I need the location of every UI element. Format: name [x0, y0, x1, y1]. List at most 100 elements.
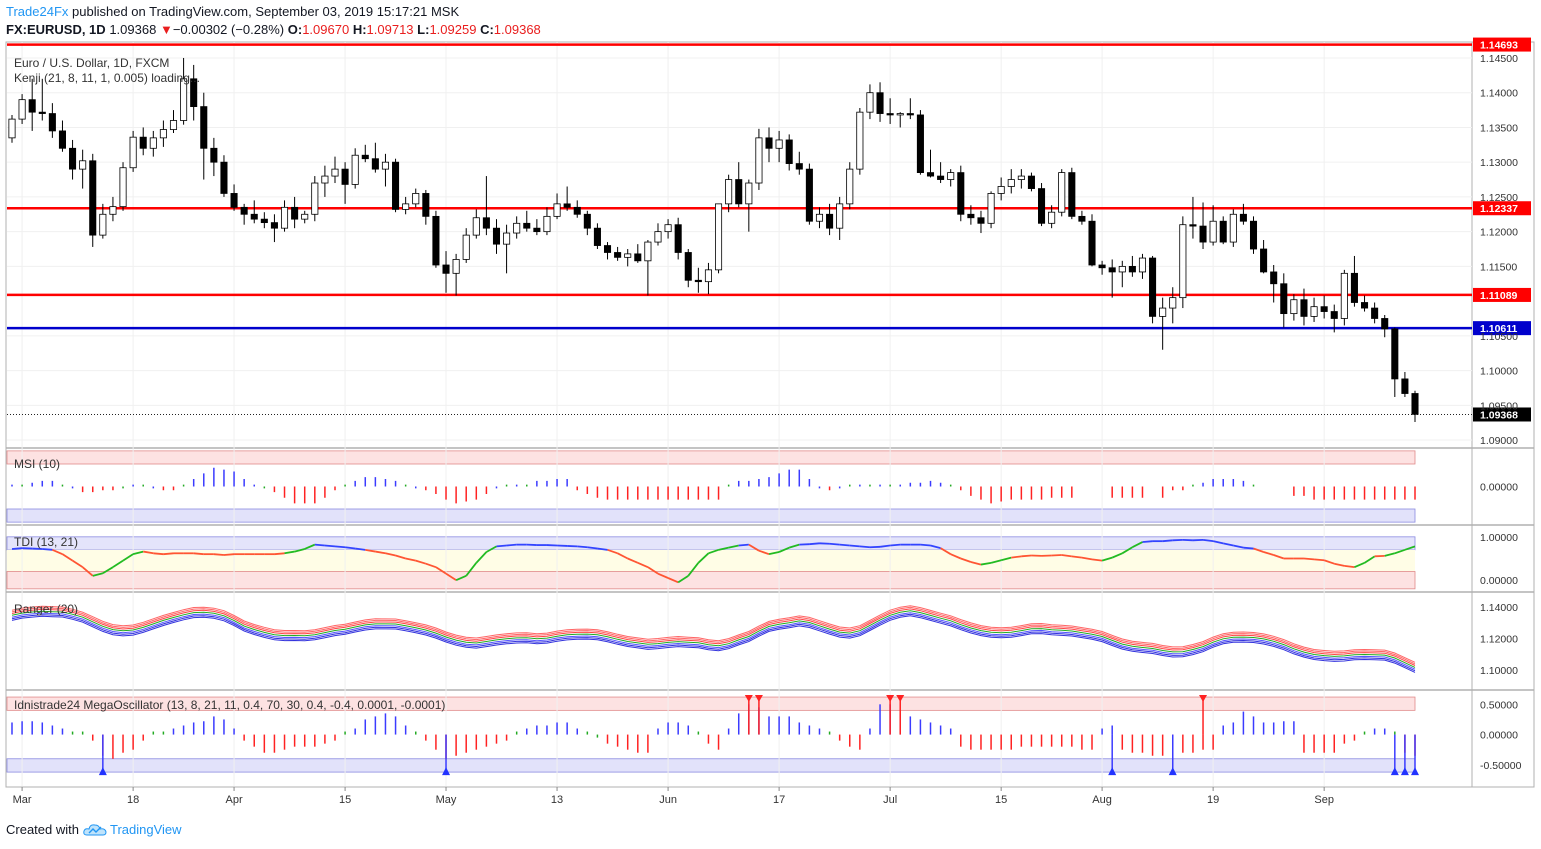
tdi-line-segment	[577, 545, 588, 549]
candle-body	[89, 160, 97, 236]
buy-signal-triangle-icon	[1390, 767, 1399, 776]
price-tick-label: 1.12500	[1480, 192, 1518, 204]
ranger-mid-line	[11, 610, 1416, 668]
candle-body	[200, 106, 208, 149]
tdi-line-segment	[385, 552, 396, 557]
candle-body	[109, 206, 117, 215]
published-text: published on TradingView.com, September …	[72, 4, 460, 19]
tdi-line-segment	[1303, 557, 1315, 561]
candle-body	[654, 231, 662, 243]
sell-signal-triangle-icon	[744, 695, 753, 703]
price-tick-label: 1.14500	[1480, 53, 1518, 65]
tdi-line-segment	[1263, 551, 1274, 556]
tdi-line-segment	[52, 549, 63, 555]
tdi-line-segment	[687, 562, 700, 577]
main-legend-title: Euro / U.S. Dollar, 1D, FXCM	[14, 56, 169, 70]
tdi-line-segment	[1121, 546, 1133, 555]
tdi-line-segment	[1233, 544, 1244, 549]
tdi-line-segment	[809, 542, 820, 546]
tdi-line-segment	[1404, 545, 1416, 551]
tdi-tick-label: 1.00000	[1480, 532, 1518, 544]
candle-body	[775, 139, 783, 149]
candle-body	[583, 213, 591, 229]
tdi-line-segment	[597, 547, 608, 551]
candle-body	[664, 224, 672, 233]
x-tick-label: Jul	[883, 794, 897, 806]
tdi-tick-label: 0.00000	[1480, 575, 1518, 587]
author-link[interactable]: Trade24Fx	[6, 4, 69, 19]
candle-body	[230, 193, 238, 208]
tdi-line-segment	[940, 547, 952, 555]
tdi-line-segment	[1091, 558, 1103, 562]
mega-oscillator-legend: Idnistrade24 MegaOscillator (13, 8, 21, …	[14, 698, 445, 712]
tdi-line-segment	[738, 543, 749, 547]
tdi-line-segment	[1212, 540, 1224, 545]
candle-body	[553, 203, 561, 217]
candle-body	[452, 259, 460, 274]
candle-body	[836, 203, 844, 229]
candle-body	[119, 167, 127, 208]
close-value: 1.09368	[493, 22, 541, 37]
candle-body	[765, 137, 773, 149]
high-value: 1.09713	[366, 22, 414, 37]
candle-body	[1350, 272, 1358, 303]
candle-body	[1189, 224, 1197, 227]
tdi-line-segment	[42, 548, 53, 551]
candle-body	[1149, 257, 1157, 317]
candle-body	[442, 264, 450, 274]
candle-body	[301, 213, 309, 220]
candle-body	[1128, 265, 1136, 273]
candle-body	[614, 252, 622, 258]
tdi-line-segment	[890, 543, 901, 547]
tradingview-link[interactable]: TradingView	[109, 822, 182, 837]
candle-body	[1118, 265, 1126, 273]
candle-body	[482, 217, 490, 229]
symbol-line: FX:EURUSD, 1D 1.09368 ▼−0.00302 (−0.28%)…	[6, 22, 1006, 38]
candle-body	[634, 253, 642, 262]
candle-body	[644, 241, 652, 262]
candle-body	[180, 78, 188, 121]
candle-body	[1219, 220, 1227, 243]
level-price-tag	[1473, 201, 1531, 216]
candle-body	[947, 172, 955, 180]
tdi-line-segment	[475, 551, 488, 564]
candle-body	[1138, 257, 1147, 273]
msi-legend: MSI (10)	[14, 457, 60, 471]
candle-body	[1381, 318, 1389, 330]
x-tick-label: 17	[773, 794, 785, 806]
tdi-legend: TDI (13, 21)	[14, 535, 78, 549]
tdi-line-segment	[758, 549, 770, 556]
symbol-label: FX:EURUSD, 1D	[6, 22, 106, 37]
buy-signal-triangle-icon	[442, 767, 451, 776]
ranger-tick-label: 1.12000	[1480, 634, 1518, 646]
tdi-line-segment	[647, 566, 659, 575]
candle-body	[1320, 306, 1328, 312]
candle-body	[270, 222, 278, 229]
ranger-lower-mid-line	[11, 613, 1416, 672]
kenji-legend: Kenji (21, 8, 11, 1, 0.005) loading...	[14, 71, 200, 85]
ranger-upper-line	[11, 608, 1416, 666]
candle-body	[704, 269, 712, 283]
close-label: C:	[480, 22, 494, 37]
candle-body	[129, 136, 137, 169]
candle-body	[1260, 248, 1268, 273]
tdi-line-segment	[859, 545, 871, 549]
tdi-line-segment	[365, 548, 376, 553]
tdi-line-segment	[829, 542, 840, 546]
tdi-line-segment	[657, 572, 669, 579]
candle-body	[18, 99, 26, 120]
candle-body	[58, 130, 66, 149]
candle-body	[280, 206, 289, 229]
candle-body	[28, 99, 36, 113]
candle-body	[967, 213, 975, 219]
tdi-line-segment	[1061, 554, 1072, 558]
candle-body	[1401, 378, 1409, 394]
tdi-line-segment	[607, 548, 618, 555]
msi-oversold-band	[6, 508, 1416, 523]
buy-signal-triangle-icon	[98, 767, 107, 776]
candle-body	[190, 78, 198, 108]
created-with-label: Created with	[6, 822, 79, 837]
x-tick-label: Aug	[1092, 794, 1112, 806]
candle-body	[1371, 307, 1379, 319]
